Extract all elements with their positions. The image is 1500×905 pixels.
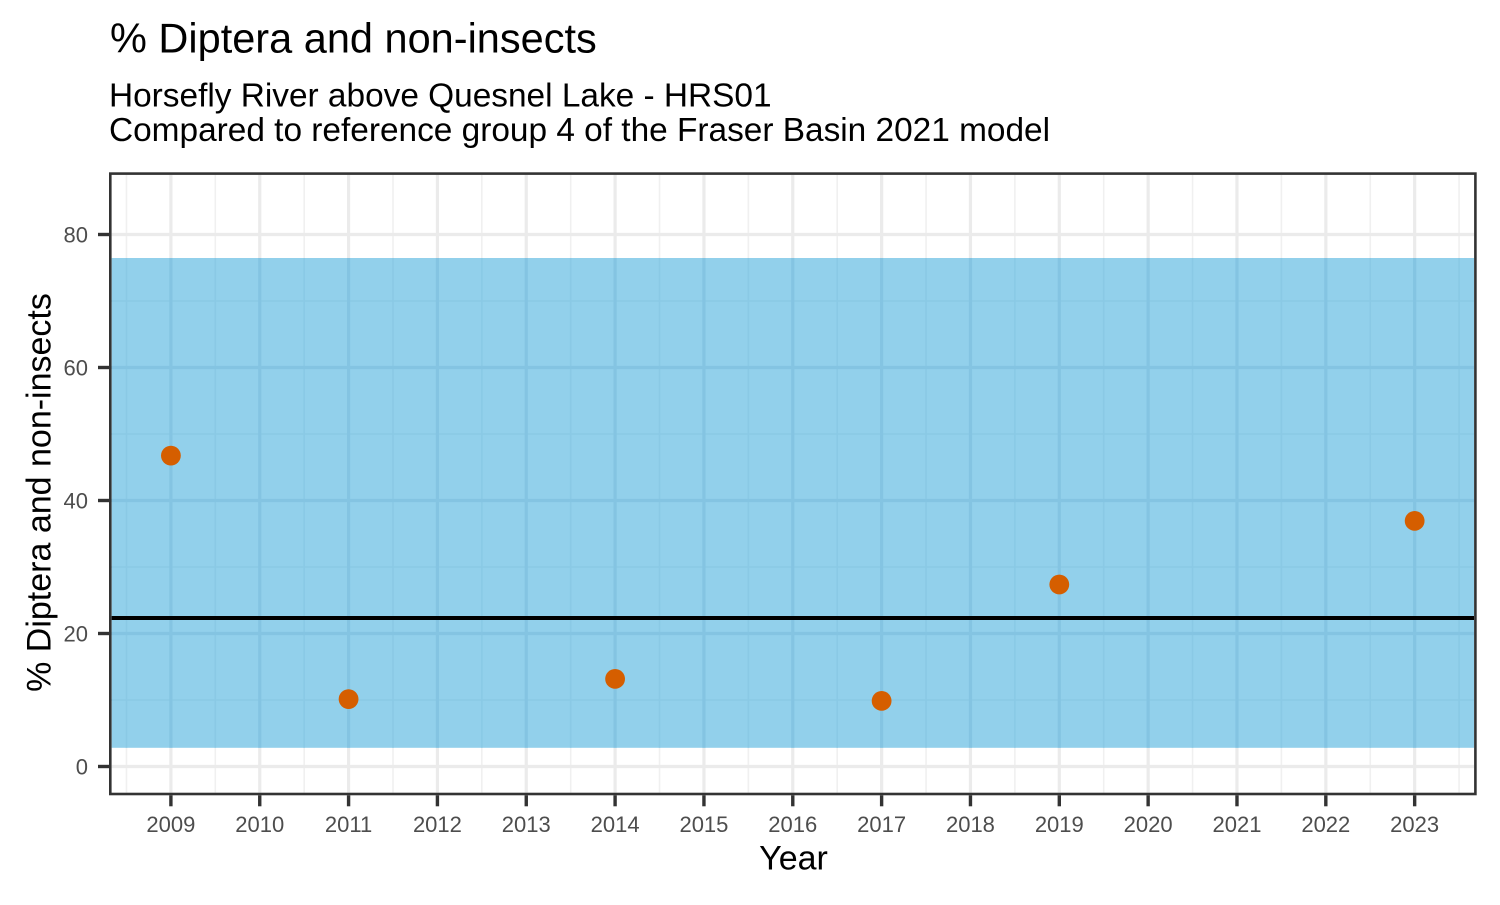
svg-text:2019: 2019 [1035, 812, 1084, 837]
svg-text:2015: 2015 [679, 812, 728, 837]
svg-text:80: 80 [64, 222, 88, 247]
svg-text:% Diptera and non-insects: % Diptera and non-insects [21, 293, 59, 692]
svg-text:2012: 2012 [413, 812, 462, 837]
svg-text:2022: 2022 [1301, 812, 1350, 837]
svg-text:2011: 2011 [325, 812, 372, 837]
svg-text:2014: 2014 [591, 812, 640, 837]
svg-text:40: 40 [64, 488, 88, 513]
svg-text:2010: 2010 [235, 812, 284, 837]
svg-text:60: 60 [64, 355, 88, 380]
svg-text:Horsefly River above Quesnel L: Horsefly River above Quesnel Lake - HRS0… [109, 78, 772, 115]
svg-text:2017: 2017 [857, 812, 906, 837]
svg-text:Compared to reference group 4: Compared to reference group 4 of the Fra… [109, 112, 1050, 149]
svg-text:0: 0 [76, 754, 88, 779]
svg-text:2023: 2023 [1390, 812, 1439, 837]
svg-text:2018: 2018 [946, 812, 995, 837]
svg-text:2013: 2013 [502, 812, 551, 837]
svg-text:2020: 2020 [1124, 812, 1173, 837]
svg-text:Year: Year [759, 840, 828, 878]
svg-text:2016: 2016 [768, 812, 817, 837]
svg-text:% Diptera and non-insects: % Diptera and non-insects [110, 14, 597, 61]
svg-text:2021: 2021 [1213, 812, 1262, 837]
svg-text:20: 20 [64, 621, 88, 646]
svg-text:2009: 2009 [146, 812, 195, 837]
